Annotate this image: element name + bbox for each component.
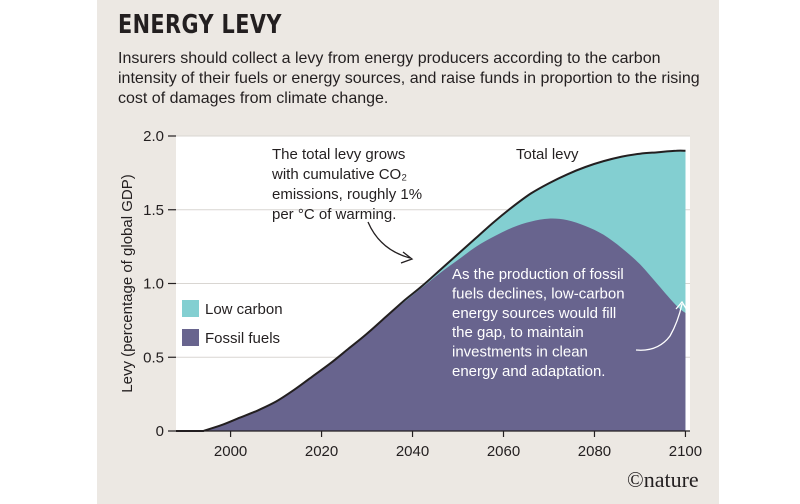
annotation-line: As the production of fossil (452, 266, 624, 283)
legend-label: Fossil fuels (205, 330, 280, 347)
nature-copyright: ©nature (627, 467, 699, 492)
annotation-line: per °C of warming. (272, 206, 396, 223)
annotation-line: energy sources would fill (452, 305, 616, 322)
annotation-line: Total levy (516, 146, 579, 163)
y-tick-label: 2.0 (143, 128, 164, 145)
chart-title: ENERGY LEVY (118, 10, 282, 40)
y-tick-label: 0 (156, 423, 164, 440)
annotation-line: with cumulative CO₂ (271, 166, 407, 183)
annotation-line: emissions, roughly 1% (272, 186, 422, 203)
x-axis-ticks: 2000 2020 2040 2060 2080 2100 (214, 431, 702, 460)
y-tick-label: 1.0 (143, 276, 164, 293)
annotation-text: The total levy grows with cumulative CO₂ e… (271, 146, 422, 223)
annotation-arrow-fossil (635, 303, 683, 351)
x-tick-label: 2020 (305, 443, 338, 460)
annotation-arrowhead-fossil (675, 300, 688, 311)
x-tick-label: 2060 (487, 443, 520, 460)
annotation-arrowhead-total (400, 251, 414, 264)
annotation-text: Total levy (516, 146, 579, 163)
total-levy-line (176, 149, 686, 432)
y-axis-ticks: 0 0.5 1.0 1.5 2.0 (143, 128, 690, 440)
y-axis-label: Levy (percentage of global GDP) (119, 174, 136, 392)
y-tick-label: 0.5 (143, 349, 164, 366)
annotation-line: energy and adaptation. (452, 363, 605, 380)
annotation-line: The total levy grows (272, 146, 405, 163)
annotation-line: fuels declines, low-carbon (452, 285, 625, 302)
chart-subtitle: Insurers should collect a levy from ener… (118, 50, 700, 107)
annotation-text: As the production of fossil fuels decline… (452, 266, 625, 380)
legend: Low carbon Fossil fuels (182, 300, 283, 347)
y-tick-label: 1.5 (143, 202, 164, 219)
annotations: The total levy grows with cumulative CO₂ e… (271, 146, 625, 380)
x-tick-label: 2100 (669, 443, 702, 460)
legend-swatch (182, 300, 199, 317)
x-tick-label: 2080 (578, 443, 611, 460)
annotation-arrow-total (367, 221, 411, 259)
annotation-line: investments in clean (452, 344, 588, 361)
legend-swatch (182, 329, 199, 346)
x-tick-label: 2000 (214, 443, 247, 460)
annotation-line: the gap, to maintain (452, 324, 584, 341)
legend-label: Low carbon (205, 301, 283, 318)
x-tick-label: 2040 (396, 443, 429, 460)
fossil-fuels-area (203, 218, 686, 431)
